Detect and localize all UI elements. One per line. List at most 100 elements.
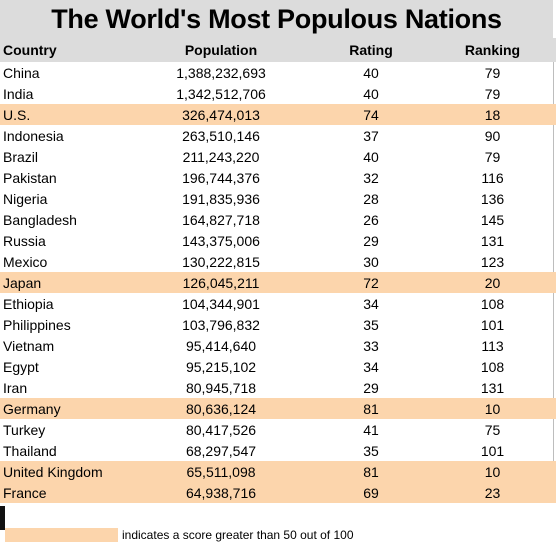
cell-population: 1,342,512,706 <box>176 85 266 102</box>
table-row: Japan 126,045,211 72 20 <box>0 272 556 293</box>
cell-ranking: 123 <box>480 253 505 270</box>
cell-rating: 33 <box>363 337 379 354</box>
cell-population: 326,474,013 <box>182 106 260 123</box>
table-body: China 1,388,232,693 40 79 India 1,342,512,706… <box>0 62 556 503</box>
cell-rating: 32 <box>363 169 379 186</box>
table-container: Country Population Rating Ranking China 1… <box>0 38 556 503</box>
cell-country: China <box>3 64 40 81</box>
cell-country: Thailand <box>3 442 57 459</box>
cell-rating: 40 <box>363 148 379 165</box>
cell-rating: 37 <box>363 127 379 144</box>
cell-ranking: 79 <box>484 85 501 102</box>
cell-population: 80,417,526 <box>185 421 257 438</box>
cell-country: Philippines <box>3 316 71 333</box>
cell-ranking: 10 <box>484 463 501 480</box>
cell-population: 68,297,547 <box>185 442 257 459</box>
table-row: Bangladesh 164,827,718 26 145 <box>0 209 556 230</box>
cell-ranking: 75 <box>484 421 501 438</box>
cell-country: India <box>3 85 34 102</box>
column-header-population: Population <box>184 42 258 58</box>
cell-country: France <box>3 484 47 501</box>
table-row: France 64,938,716 69 23 <box>0 482 556 503</box>
cell-country: Nigeria <box>3 190 48 207</box>
cell-ranking: 145 <box>480 211 505 228</box>
table-row: Turkey 80,417,526 41 75 <box>0 419 556 440</box>
table-header: Country Population Rating Ranking <box>0 38 556 62</box>
cell-rating: 28 <box>363 190 379 207</box>
cell-country: Iran <box>3 379 28 396</box>
cell-country: Japan <box>3 274 42 291</box>
cell-rating: 72 <box>363 274 379 291</box>
cell-country: Vietnam <box>3 337 55 354</box>
cell-population: 95,414,640 <box>185 337 257 354</box>
cell-population: 130,222,815 <box>182 253 260 270</box>
cell-population: 104,344,901 <box>182 295 260 312</box>
cell-country: U.S. <box>3 106 31 123</box>
cell-ranking: 79 <box>484 148 501 165</box>
cell-country: United Kingdom <box>3 463 103 480</box>
table-row: United Kingdom 65,511,098 81 10 <box>0 461 556 482</box>
cell-population: 196,744,376 <box>182 169 260 186</box>
cell-ranking: 79 <box>484 64 501 81</box>
table-row: U.S. 326,474,013 74 18 <box>0 104 556 125</box>
cell-ranking: 108 <box>480 358 505 375</box>
cell-country: Ethiopia <box>3 295 54 312</box>
data-table: Country Population Rating Ranking China 1… <box>0 38 556 503</box>
cell-country: Egypt <box>3 358 39 375</box>
cell-rating: 40 <box>363 64 379 81</box>
cell-population: 95,215,102 <box>185 358 257 375</box>
table-row: Mexico 130,222,815 30 123 <box>0 251 556 272</box>
cell-ranking: 18 <box>484 106 501 123</box>
cell-rating: 41 <box>363 421 379 438</box>
cell-ranking: 113 <box>481 337 504 354</box>
cell-rating: 29 <box>363 232 379 249</box>
cell-population: 80,945,718 <box>185 379 257 396</box>
cell-rating: 30 <box>363 253 379 270</box>
cell-rating: 81 <box>363 400 379 417</box>
legend-swatch <box>5 528 118 542</box>
table-row: China 1,388,232,693 40 79 <box>0 62 556 83</box>
cell-country: Germany <box>3 400 61 417</box>
cell-population: 143,375,006 <box>182 232 260 249</box>
table-row: Philippines 103,796,832 35 101 <box>0 314 556 335</box>
cell-ranking: 136 <box>480 190 505 207</box>
cell-rating: 34 <box>363 295 379 312</box>
cell-ranking: 101 <box>480 442 505 459</box>
table-row: Vietnam 95,414,640 33 113 <box>0 335 556 356</box>
cell-population: 80,636,124 <box>185 400 257 417</box>
cell-ranking: 90 <box>484 127 501 144</box>
table-row: Brazil 211,243,220 40 79 <box>0 146 556 167</box>
cell-rating: 69 <box>363 484 379 501</box>
cell-ranking: 116 <box>481 169 504 186</box>
table-row: India 1,342,512,706 40 79 <box>0 83 556 104</box>
table-row: Indonesia 263,510,146 37 90 <box>0 125 556 146</box>
cell-country: Indonesia <box>3 127 64 144</box>
cell-ranking: 131 <box>480 379 505 396</box>
legend-text: indicates a score greater than 50 out of… <box>122 528 354 542</box>
cell-rating: 74 <box>363 106 379 123</box>
cell-rating: 35 <box>363 316 379 333</box>
cell-ranking: 108 <box>480 295 505 312</box>
table-row: Russia 143,375,006 29 131 <box>0 230 556 251</box>
header-row: Country Population Rating Ranking <box>0 38 556 62</box>
cell-country: Russia <box>3 232 46 249</box>
table-row: Nigeria 191,835,936 28 136 <box>0 188 556 209</box>
table-row: Ethiopia 104,344,901 34 108 <box>0 293 556 314</box>
column-header-ranking: Ranking <box>464 42 521 58</box>
table-row: Egypt 95,215,102 34 108 <box>0 356 556 377</box>
cell-country: Brazil <box>3 148 39 165</box>
cell-ranking: 10 <box>484 400 501 417</box>
cell-country: Mexico <box>3 253 48 270</box>
cell-ranking: 23 <box>484 484 501 501</box>
table-row: Pakistan 196,744,376 32 116 <box>0 167 556 188</box>
chart-title: The World's Most Populous Nations <box>0 0 553 38</box>
cell-country: Bangladesh <box>3 211 77 228</box>
column-header-rating: Rating <box>349 42 393 58</box>
cell-population: 126,045,211 <box>182 274 260 291</box>
cell-country: Pakistan <box>3 169 57 186</box>
table-row: Thailand 68,297,547 35 101 <box>0 440 556 461</box>
cell-ranking: 131 <box>480 232 505 249</box>
cell-population: 263,510,146 <box>182 127 260 144</box>
cell-rating: 40 <box>363 85 379 102</box>
